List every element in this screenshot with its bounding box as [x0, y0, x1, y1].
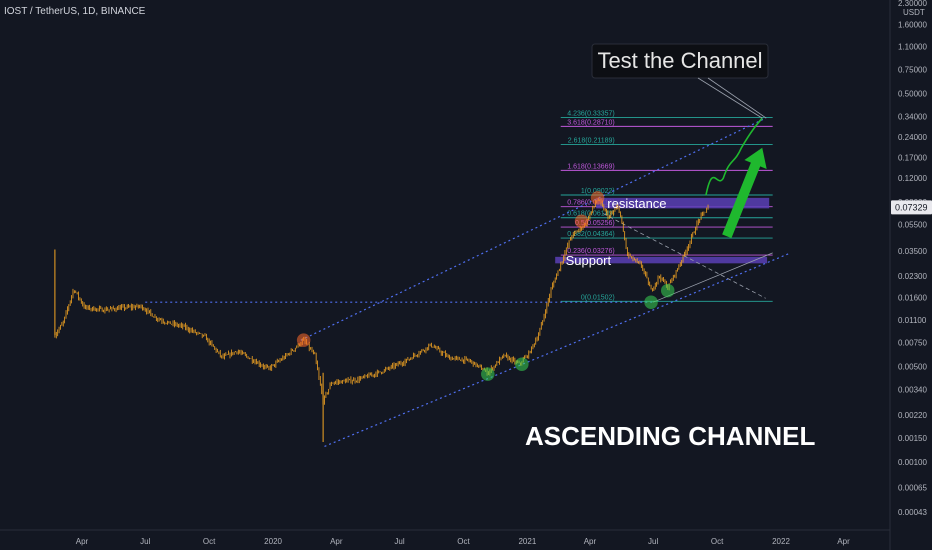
resistance-zone: [596, 197, 770, 209]
x-tick-label: Apr: [584, 537, 597, 546]
callout-box: [591, 43, 769, 79]
x-tick-label: Jul: [648, 537, 658, 546]
annotations: Test the Channel resistance Support ASCENDI…: [525, 43, 815, 451]
y-tick-label: 0.03500: [898, 247, 927, 256]
fib-label: 1.618(0.13669): [567, 163, 614, 170]
y-tick-label: 1.60000: [898, 21, 927, 30]
top-marker: [574, 214, 589, 228]
fib-levels: 4.236(0.33357) 3.618(0.28710) 2.618(0.2118…: [560, 110, 773, 302]
x-tick-label: Apr: [330, 537, 343, 546]
top-marker: [590, 191, 605, 205]
pattern-label: ASCENDING CHANNEL: [525, 421, 815, 451]
y-tick-label: 2.30000: [898, 0, 927, 8]
y-tick-label: 0.75000: [898, 65, 927, 74]
fib-label: 4.236(0.33357): [567, 110, 614, 117]
x-tick-label: 2020: [264, 537, 282, 546]
channel-lower-line: [324, 252, 791, 447]
y-tick-label: 0.00043: [898, 508, 927, 517]
x-tick-label: Oct: [203, 537, 216, 546]
y-tick-label: 0.00220: [898, 411, 927, 420]
fib-label: 0(0.01502): [581, 294, 615, 301]
support-zone: [555, 256, 768, 264]
fib-label: 0.236(0.03276): [567, 248, 614, 255]
y-tick-label: 0.24000: [898, 133, 927, 142]
fib-label: 0.382(0.04364): [567, 231, 614, 238]
markers: [296, 191, 675, 381]
last-price-label: 0.07329: [895, 202, 928, 212]
price-zones: [555, 197, 770, 264]
x-tick-label: Oct: [457, 537, 470, 546]
y-tick-label: 0.50000: [898, 89, 927, 98]
x-tick-label: Jul: [140, 537, 150, 546]
bottom-marker: [660, 283, 675, 298]
projection: [705, 117, 767, 239]
channel-upper-line: [300, 117, 766, 341]
y-tick-label: 0.00750: [898, 338, 927, 347]
fib-label: 3.618(0.28710): [567, 119, 614, 126]
fib-label: 0.5(0.05256): [575, 220, 615, 227]
y-tick-label: 1.10000: [898, 43, 927, 52]
fib-label: 0.786(0.07413): [567, 200, 614, 207]
price-series: [54, 197, 709, 443]
top-marker: [296, 333, 311, 347]
projection-path: [705, 117, 763, 196]
bottom-marker: [644, 295, 658, 309]
support-label: Support: [566, 253, 612, 268]
fib-label: 2.618(0.21189): [568, 137, 615, 144]
y-tick-label: 0.01100: [898, 316, 927, 325]
callout-text: Test the Channel: [597, 48, 762, 73]
bottom-marker: [481, 367, 495, 381]
y-tick-label: 0.00500: [898, 363, 927, 372]
y-tick-label: 0.01600: [898, 294, 927, 303]
y-tick-label: 0.00150: [898, 434, 927, 443]
up-arrow: [722, 147, 767, 239]
x-tick-label: Apr: [76, 537, 89, 546]
x-tick-label: 2022: [772, 537, 790, 546]
symbol-title: IOST / TetherUS, 1D, BINANCE: [4, 6, 146, 17]
y-tick-label: 0.05500: [898, 220, 927, 229]
x-tick-label: 2021: [518, 537, 536, 546]
callout-pointer: [707, 77, 767, 119]
bottom-marker: [515, 357, 529, 371]
y-tick-label: 0.00100: [898, 458, 927, 467]
x-tick-label: Jul: [394, 537, 404, 546]
y-tick-label: 0.17000: [898, 153, 927, 162]
y-tick-label: 0.00340: [898, 385, 927, 394]
y-unit-label: USDT: [903, 8, 925, 17]
y-tick-label: 0.34000: [898, 112, 927, 121]
callout-pointer: [697, 77, 763, 119]
last-price-badge: [891, 200, 932, 215]
y-tick-label: 0.00065: [898, 484, 927, 493]
x-tick-label: Oct: [711, 537, 724, 546]
resistance-label: resistance: [607, 196, 666, 211]
x-tick-label: Apr: [837, 537, 850, 546]
y-tick-label: 0.12000: [898, 174, 927, 183]
y-tick-label: 0.02300: [898, 272, 927, 281]
